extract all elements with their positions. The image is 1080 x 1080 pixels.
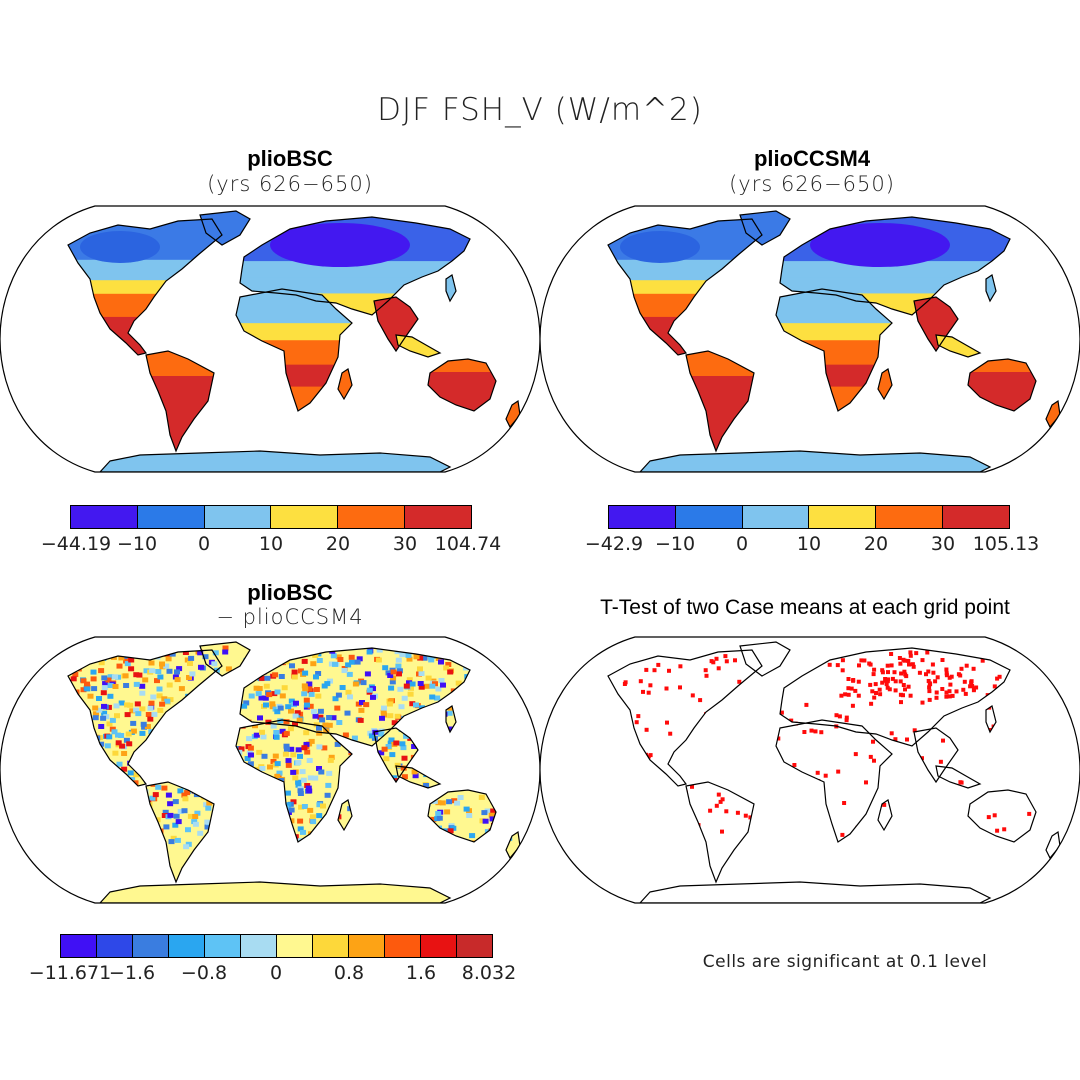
colorbar-tick-label: −44.19 bbox=[40, 533, 112, 555]
colorbar-pliocCSM4: −42.9 −10 0 10 20 30 105.13 bbox=[585, 505, 1039, 565]
figure-title: DJF FSH_V (W/m^2) bbox=[377, 92, 703, 128]
colorbar-tick-label: −11.671 bbox=[28, 962, 112, 984]
colorbar-boxes bbox=[60, 934, 493, 958]
colorbar-swatch bbox=[169, 935, 205, 957]
panel1-subtitle: (yrs 626−650) bbox=[207, 172, 373, 196]
colorbar-tick-label: 20 bbox=[325, 533, 351, 555]
colorbar-swatch bbox=[271, 506, 339, 528]
colorbar-tick-label: −0.8 bbox=[180, 962, 228, 984]
colorbar-swatch bbox=[675, 506, 743, 528]
colorbar-swatch bbox=[204, 506, 272, 528]
colorbar-swatch bbox=[71, 506, 138, 528]
significance-note: Cells are significant at 0.1 level bbox=[702, 952, 988, 972]
colorbar-tick-label: 20 bbox=[863, 533, 889, 555]
map-panel-pliobsc bbox=[0, 205, 541, 473]
panel2-subtitle: (yrs 626−650) bbox=[729, 172, 895, 196]
colorbar-swatch bbox=[609, 506, 676, 528]
colorbar-tick-label: 1.6 bbox=[405, 962, 437, 984]
colorbar-tick-label: 0 bbox=[269, 962, 283, 984]
colorbar-swatch bbox=[349, 935, 385, 957]
map-panel-ttest bbox=[539, 636, 1080, 904]
colorbar-tick-label: 105.13 bbox=[972, 533, 1040, 555]
colorbar-tick-label: 8.032 bbox=[461, 962, 517, 984]
panel1-title: plioBSC bbox=[247, 146, 333, 171]
map-panel-difference bbox=[0, 636, 541, 904]
panel3-subtitle: − plioCCSM4 bbox=[216, 605, 364, 629]
colorbar-difference: −11.671 −1.6 −0.8 0 0.8 1.6 8.032 bbox=[29, 934, 516, 994]
colorbar-tick-label: 104.74 bbox=[434, 533, 502, 555]
colorbar-swatch bbox=[338, 506, 406, 528]
colorbar-swatch bbox=[405, 506, 471, 528]
colorbar-swatch bbox=[385, 935, 421, 957]
colorbar-swatch bbox=[457, 935, 492, 957]
colorbar-tick-label: −1.6 bbox=[108, 962, 156, 984]
panel3-title: plioBSC bbox=[247, 580, 333, 605]
colorbar-tick-label: 0 bbox=[197, 533, 211, 555]
colorbar-tick-label: 0 bbox=[735, 533, 749, 555]
colorbar-swatch bbox=[277, 935, 313, 957]
colorbar-tick-label: −10 bbox=[654, 533, 696, 555]
map-panel-pliocCSM4 bbox=[539, 205, 1080, 473]
colorbar-tick-label: 0.8 bbox=[333, 962, 365, 984]
colorbar-boxes bbox=[70, 505, 472, 529]
colorbar-boxes bbox=[608, 505, 1010, 529]
colorbar-tick-label: 10 bbox=[258, 533, 284, 555]
colorbar-swatch bbox=[97, 935, 133, 957]
panel2-title: plioCCSM4 bbox=[753, 146, 871, 171]
colorbar-swatch bbox=[943, 506, 1009, 528]
colorbar-tick-label: 30 bbox=[930, 533, 956, 555]
colorbar-tick-label: −42.9 bbox=[584, 533, 644, 555]
colorbar-swatch bbox=[742, 506, 810, 528]
colorbar-tick-label: 30 bbox=[392, 533, 418, 555]
colorbar-swatch bbox=[241, 935, 277, 957]
colorbar-swatch bbox=[205, 935, 241, 957]
colorbar-swatch bbox=[133, 935, 169, 957]
colorbar-tick-label: 10 bbox=[796, 533, 822, 555]
colorbar-swatch bbox=[137, 506, 205, 528]
colorbar-swatch bbox=[61, 935, 97, 957]
colorbar-pliobsc: −44.19 −10 0 10 20 30 104.74 bbox=[41, 505, 501, 565]
panel4-title: T-Test of two Case means at each grid po… bbox=[600, 596, 1010, 619]
colorbar-swatch bbox=[809, 506, 877, 528]
colorbar-tick-label: −10 bbox=[116, 533, 158, 555]
colorbar-swatch bbox=[421, 935, 457, 957]
colorbar-swatch bbox=[876, 506, 944, 528]
colorbar-swatch bbox=[313, 935, 349, 957]
